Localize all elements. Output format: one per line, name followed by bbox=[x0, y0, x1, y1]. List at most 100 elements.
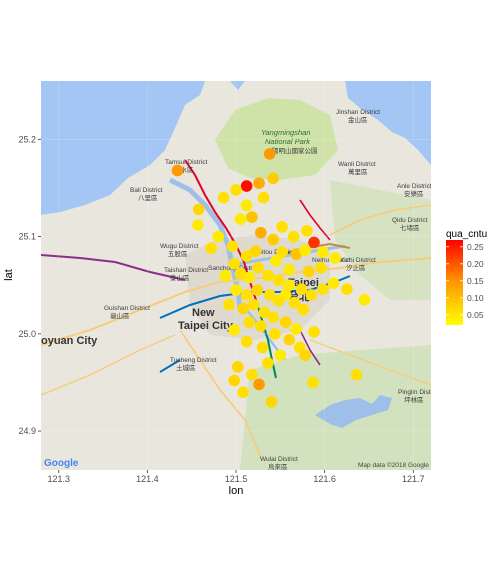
data-point bbox=[290, 248, 303, 260]
label-wulai: Wulai District bbox=[260, 456, 298, 463]
x-tick-label: 121.5 bbox=[225, 474, 248, 484]
national-park-area bbox=[215, 98, 338, 180]
data-point bbox=[269, 328, 281, 340]
legend-tick-label: 0.15 bbox=[467, 276, 484, 286]
data-point bbox=[243, 316, 256, 328]
data-point bbox=[240, 250, 253, 262]
data-point bbox=[192, 203, 205, 216]
label-anle: Anle District bbox=[397, 183, 432, 190]
x-tick-label: 121.4 bbox=[136, 474, 159, 484]
data-point bbox=[240, 289, 253, 301]
data-point bbox=[247, 298, 260, 311]
label-wanli-zh: 萬里區 bbox=[348, 167, 368, 176]
data-point bbox=[231, 361, 244, 373]
data-point bbox=[267, 172, 280, 185]
data-point bbox=[295, 283, 308, 295]
label-park2: National Park bbox=[265, 137, 311, 146]
data-point bbox=[308, 236, 320, 249]
label-pinglin: Pinglin District bbox=[398, 389, 439, 396]
label-taipei: Taipei bbox=[288, 277, 319, 289]
data-point bbox=[171, 164, 184, 177]
data-point bbox=[243, 271, 256, 284]
legend-colorbar bbox=[446, 240, 463, 325]
data-point bbox=[230, 184, 242, 196]
data-point bbox=[358, 294, 371, 306]
data-point bbox=[228, 324, 241, 336]
label-wugu-zh: 五股區 bbox=[168, 250, 188, 258]
data-point bbox=[262, 269, 274, 282]
keelung-river bbox=[231, 244, 346, 267]
data-point bbox=[230, 284, 242, 296]
data-point bbox=[212, 230, 225, 243]
data-point bbox=[267, 233, 280, 246]
metro-red-branch bbox=[299, 199, 331, 241]
label-qidu-zh: 七堵區 bbox=[400, 223, 420, 232]
data-point bbox=[234, 267, 247, 280]
highway-southeast bbox=[309, 339, 431, 386]
y-tick-label: 24.9 bbox=[18, 426, 36, 436]
y-tick-label: 25.1 bbox=[18, 232, 36, 242]
metro-purple-line bbox=[41, 254, 186, 281]
data-point bbox=[258, 306, 271, 319]
data-point bbox=[226, 240, 239, 253]
y-tick-label: 25.0 bbox=[18, 329, 36, 339]
label-taoyuan: oyuan City bbox=[41, 335, 98, 347]
data-point bbox=[290, 323, 303, 335]
eastern-hills bbox=[330, 180, 431, 300]
data-point bbox=[228, 258, 241, 270]
data-point bbox=[317, 283, 329, 295]
data-point bbox=[246, 368, 258, 381]
label-tamsui-zh: 淡水區 bbox=[174, 165, 194, 174]
x-tick-label: 121.7 bbox=[402, 474, 425, 484]
label-anle-zh: 安樂區 bbox=[404, 189, 424, 198]
data-point bbox=[240, 199, 253, 212]
metro-blue-south bbox=[159, 359, 181, 373]
data-point bbox=[299, 244, 311, 257]
data-point bbox=[237, 386, 249, 399]
legend-tick-label: 0.25 bbox=[467, 242, 484, 252]
data-point bbox=[253, 378, 265, 391]
data-point bbox=[297, 303, 310, 316]
data-point bbox=[237, 302, 249, 315]
data-point bbox=[223, 298, 235, 311]
data-point bbox=[276, 246, 288, 258]
data-point bbox=[251, 284, 264, 296]
legend-title: qua_cntu bbox=[446, 229, 487, 240]
data-point bbox=[262, 357, 274, 369]
data-point bbox=[308, 326, 320, 338]
x-axis-title: lon bbox=[229, 485, 244, 497]
label-guishan: Guishan District bbox=[104, 305, 150, 312]
y-axis-title: lat bbox=[3, 269, 15, 281]
y-tick-label: 25.2 bbox=[18, 134, 36, 144]
legend: qua_cntu 0.25 0.20 0.15 0.10 0.05 bbox=[446, 229, 487, 325]
data-point bbox=[287, 230, 300, 243]
label-bali-zh: 八里區 bbox=[138, 194, 158, 202]
label-tamsui: Tamsui District bbox=[165, 159, 207, 166]
legend-ticks: 0.25 0.20 0.15 0.10 0.05 bbox=[446, 242, 484, 320]
data-point bbox=[252, 261, 264, 274]
legend-tick-label: 0.20 bbox=[467, 259, 484, 269]
metro-purple-south bbox=[299, 329, 321, 366]
data-point bbox=[283, 279, 295, 292]
data-point bbox=[288, 296, 301, 309]
data-point bbox=[263, 148, 276, 160]
data-point bbox=[317, 246, 329, 258]
data-point bbox=[279, 316, 292, 328]
data-point bbox=[265, 396, 278, 408]
label-wugu: Wugu District bbox=[160, 243, 199, 250]
data-point bbox=[263, 289, 276, 301]
data-point bbox=[256, 341, 269, 354]
data-point bbox=[270, 255, 282, 267]
data-point bbox=[305, 289, 318, 301]
label-tucheng: Tucheng District bbox=[170, 357, 217, 364]
highway-southwest bbox=[41, 334, 176, 396]
label-xizhi-zh: 汐止區 bbox=[346, 263, 366, 272]
map-attribution: Map data ©2018 Google bbox=[358, 461, 429, 469]
highway-west bbox=[41, 277, 261, 346]
label-park: Yangmingshan bbox=[261, 128, 310, 137]
y-axis: 24.9 25.0 25.1 25.2 bbox=[18, 134, 41, 436]
data-point bbox=[302, 265, 315, 278]
data-point bbox=[205, 242, 217, 255]
data-point bbox=[276, 221, 288, 233]
sea-inlet bbox=[230, 81, 245, 90]
